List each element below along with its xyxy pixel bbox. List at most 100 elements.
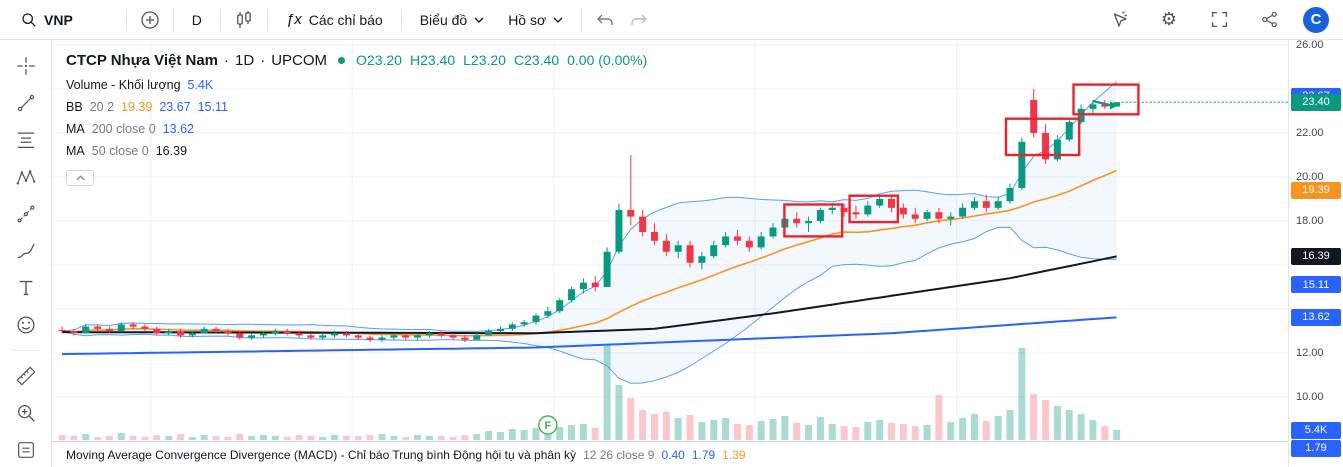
ma50-legend-row[interactable]: MA 50 close 0 16.39 <box>66 141 647 160</box>
broker-logo[interactable]: C <box>1303 6 1329 33</box>
bb-band-fill <box>62 81 1117 384</box>
volume-bar <box>473 434 481 440</box>
candle-body <box>970 201 978 208</box>
toolbar-separator <box>581 8 583 31</box>
toolbar-separator <box>125 8 127 31</box>
candle-body <box>639 216 647 232</box>
candle-body <box>698 256 706 263</box>
chart-menu-button[interactable]: Biểu đồ <box>409 5 495 35</box>
toolbar-right-group: ⚙ C <box>1103 5 1333 35</box>
symbol-search-button[interactable]: VNP <box>10 5 84 35</box>
volume-legend-row[interactable]: Volume - Khối lượng 5.4K <box>66 75 647 94</box>
volume-bar <box>556 427 564 440</box>
price-axis[interactable]: 26.0022.0020.0018.0012.0010.0023.6723.40… <box>1288 39 1343 467</box>
bb-basis-value: 19.39 <box>121 99 153 114</box>
volume-bar <box>496 432 504 440</box>
volume-bar <box>378 434 386 440</box>
drawing-arrow[interactable] <box>1092 100 1113 107</box>
drawing-rectangle[interactable] <box>848 194 900 224</box>
broker-logo-letter: C <box>1310 11 1322 28</box>
share-button[interactable] <box>1253 5 1285 35</box>
price-axis-label: 20.00 <box>1296 171 1324 183</box>
symbol-legend-row[interactable]: CTCP Nhựa Việt Nam · 1D · UPCOM O23.20 H… <box>66 48 647 72</box>
ma200-value: 13.62 <box>162 121 194 136</box>
tool-emoji[interactable] <box>12 313 40 337</box>
ruler-icon <box>15 366 36 386</box>
tool-xabcd-pattern[interactable] <box>12 165 40 189</box>
legend-separator: · <box>260 51 266 69</box>
price-axis-badge: 5.4K <box>1291 421 1341 439</box>
macd-histogram-value: 0.40 <box>661 447 685 462</box>
candle-body <box>141 326 149 329</box>
tool-more[interactable] <box>12 438 40 462</box>
bb-basis-line <box>61 169 1117 337</box>
candle-body <box>899 207 907 215</box>
cursor-click-button[interactable] <box>1103 5 1135 35</box>
change-value: 0.00 (0.00%) <box>567 52 648 68</box>
candle-body <box>117 324 125 331</box>
legend-separator: · <box>224 51 230 69</box>
candle-body <box>911 214 919 219</box>
drawing-rectangle[interactable] <box>783 203 844 238</box>
macd-line-value: 1.79 <box>691 447 716 462</box>
undo-icon <box>597 14 613 25</box>
chart-legend: CTCP Nhựa Việt Nam · 1D · UPCOM O23.20 H… <box>66 48 647 186</box>
tool-zoom-in[interactable] <box>12 401 40 425</box>
toolbar-separator <box>219 8 221 31</box>
event-marker[interactable] <box>538 415 558 435</box>
volume-bar <box>402 437 410 440</box>
volume-bar <box>82 434 90 440</box>
volume-bar <box>1030 394 1038 440</box>
undo-button[interactable] <box>589 5 621 35</box>
close-value: C23.40 <box>513 52 560 68</box>
tool-crosshair[interactable] <box>12 54 40 78</box>
price-chart[interactable]: F <box>52 40 1288 441</box>
candle-body <box>342 333 350 336</box>
volume-bar <box>520 430 528 440</box>
candle-body <box>212 328 220 331</box>
indicators-button[interactable]: ƒx Các chỉ báo <box>275 5 394 35</box>
chart-pane[interactable]: F CTCP Nhựa Việt Nam · 1D · UPCOM O23.20… <box>52 40 1288 441</box>
interval-button[interactable]: D <box>181 5 213 35</box>
symbol-name[interactable]: CTCP Nhựa Việt Nam <box>66 51 219 69</box>
bb-legend-row[interactable]: BB 20 2 19.39 23.67 15.11 <box>66 97 647 116</box>
volume-bar <box>153 435 161 440</box>
candle-body <box>959 207 967 217</box>
tool-fib-retracement[interactable] <box>12 128 40 152</box>
volume-bar <box>70 436 78 440</box>
drawing-rectangle[interactable] <box>1004 117 1081 157</box>
candle-body <box>722 236 730 246</box>
candle-body <box>58 329 66 331</box>
chart-type-button[interactable] <box>228 5 260 35</box>
bb-lower-value: 15.11 <box>197 99 228 114</box>
symbol-interval[interactable]: 1D <box>235 51 255 69</box>
tool-trend-line[interactable] <box>12 91 40 115</box>
drawing-arrow-head[interactable] <box>1109 101 1118 110</box>
volume-bar <box>508 429 516 440</box>
compare-add-button[interactable] <box>134 5 166 35</box>
candle-body <box>307 335 315 338</box>
candle-body <box>295 333 303 336</box>
macd-title[interactable]: Moving Average Convergence Divergence (M… <box>66 447 577 462</box>
tool-brush[interactable] <box>12 239 40 263</box>
fullscreen-button[interactable] <box>1203 5 1235 35</box>
ma200-legend-row[interactable]: MA 200 close 0 13.62 <box>66 119 647 138</box>
candle-body <box>651 232 658 241</box>
ma50-name: MA <box>66 143 85 158</box>
tool-measure-ruler[interactable] <box>12 364 40 388</box>
tool-text[interactable] <box>12 276 40 300</box>
candle-body <box>615 210 623 252</box>
volume-bar <box>105 436 113 440</box>
candle-body <box>259 333 267 336</box>
settings-button[interactable]: ⚙ <box>1153 5 1185 35</box>
redo-button[interactable] <box>623 5 655 35</box>
drawing-rectangle[interactable] <box>1072 83 1140 116</box>
volume-bar <box>319 437 327 440</box>
fullscreen-icon <box>1211 11 1227 28</box>
profile-menu-button[interactable]: Hồ sơ <box>497 5 574 35</box>
candle-body <box>733 236 741 241</box>
legend-collapse-button[interactable] <box>66 170 94 186</box>
tool-forecast[interactable] <box>12 202 40 226</box>
macd-pane: Moving Average Convergence Divergence (M… <box>52 441 1288 467</box>
candle-body <box>165 331 173 334</box>
